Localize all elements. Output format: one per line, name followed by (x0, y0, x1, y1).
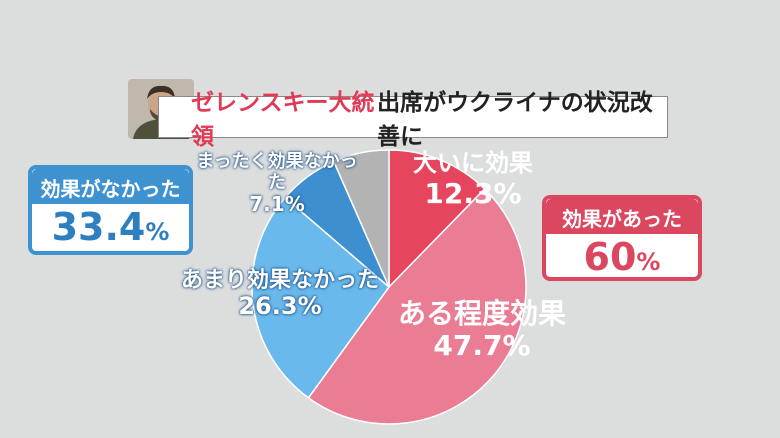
slice-label-3: まったく効果なかった 7.1% (192, 151, 362, 217)
summary-effect-label: 効果があった (546, 199, 698, 234)
slice-label-0-name: 大いに効果 (413, 149, 533, 177)
slice-label-1-value: 47.7% (433, 329, 531, 363)
slice-label-0-value: 12.3% (424, 176, 522, 210)
summary-no-effect-label: 効果がなかった (32, 169, 189, 204)
pie-slice-4 (332, 149, 390, 288)
slice-label-2: あまり効果なかった 26.3% (180, 268, 380, 321)
slice-label-2-value: 26.3% (238, 292, 322, 321)
slice-label-1: ある程度効果 47.7% (382, 297, 582, 363)
chart-title: ゼレンスキー大統領 出席がウクライナの状況改善に (158, 90, 668, 150)
slice-label-0: 大いに効果 12.3% (398, 149, 548, 210)
title-rest: 出席がウクライナの状況改善に (377, 90, 653, 150)
summary-effect-box: 効果があった 60% (542, 195, 702, 281)
title-highlight: ゼレンスキー大統領 (191, 90, 375, 150)
slice-label-1-name: ある程度効果 (397, 297, 566, 330)
summary-effect-value: 60% (583, 235, 661, 279)
pie-slice-2 (251, 196, 391, 399)
slice-label-3-value: 7.1% (249, 192, 305, 217)
summary-no-effect-box: 効果がなかった 33.4% (28, 165, 193, 255)
pie-slice-1 (307, 187, 527, 425)
pie-slice-0 (388, 149, 486, 289)
slice-label-2-name: あまり効果なかった (180, 268, 379, 293)
slice-label-3-name: まったく効果なかった (196, 151, 358, 193)
summary-no-effect-value: 33.4% (51, 205, 170, 249)
